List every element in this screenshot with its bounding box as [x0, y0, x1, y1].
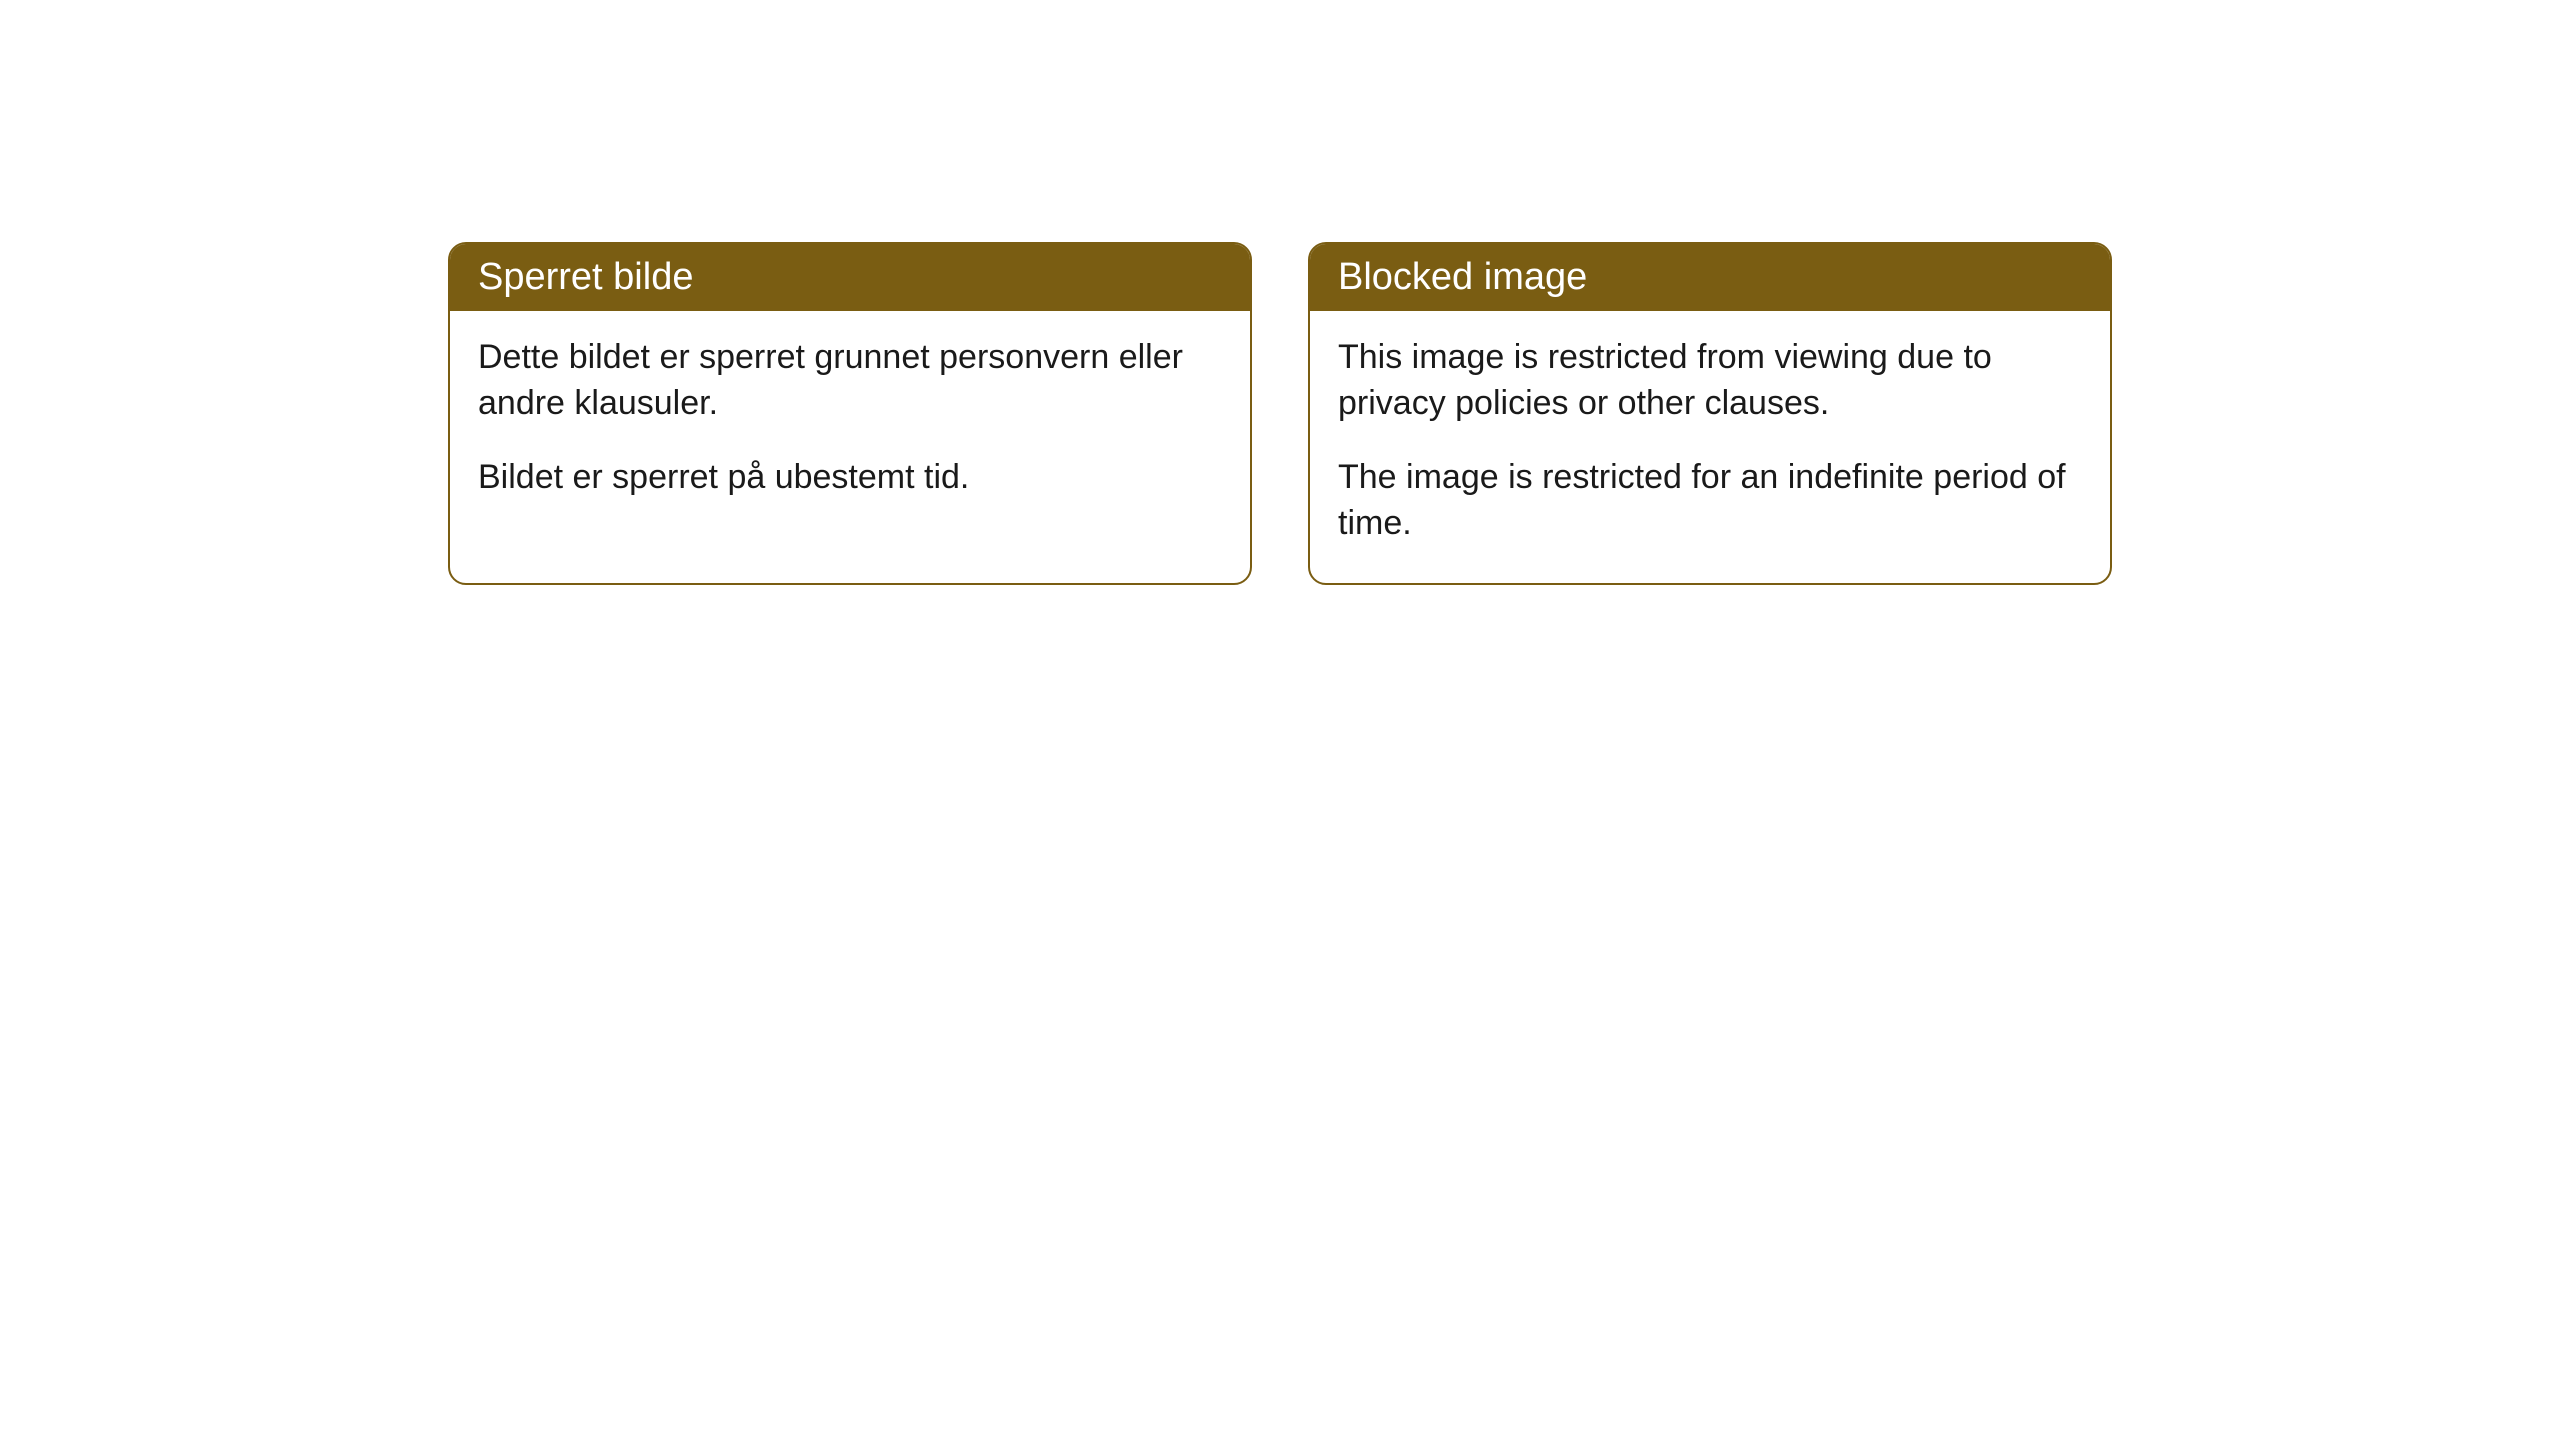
card-paragraph: Bildet er sperret på ubestemt tid. — [478, 455, 1222, 501]
notice-cards-container: Sperret bilde Dette bildet er sperret gr… — [448, 242, 2112, 585]
card-header: Blocked image — [1310, 244, 2110, 311]
card-paragraph: Dette bildet er sperret grunnet personve… — [478, 335, 1222, 427]
card-header: Sperret bilde — [450, 244, 1250, 311]
card-title: Sperret bilde — [478, 256, 693, 298]
card-title: Blocked image — [1338, 256, 1587, 298]
card-paragraph: The image is restricted for an indefinit… — [1338, 455, 2082, 547]
notice-card-norwegian: Sperret bilde Dette bildet er sperret gr… — [448, 242, 1252, 585]
card-body: Dette bildet er sperret grunnet personve… — [450, 311, 1250, 537]
card-body: This image is restricted from viewing du… — [1310, 311, 2110, 583]
notice-card-english: Blocked image This image is restricted f… — [1308, 242, 2112, 585]
card-paragraph: This image is restricted from viewing du… — [1338, 335, 2082, 427]
